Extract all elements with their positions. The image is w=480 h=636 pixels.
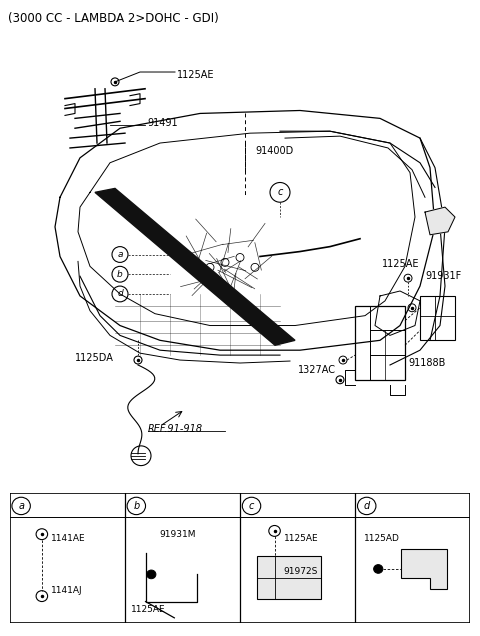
Text: c: c [277,188,283,197]
Text: 1125AD: 1125AD [364,534,400,543]
Text: b: b [117,270,123,279]
Text: c: c [249,501,254,511]
Circle shape [373,565,383,573]
Circle shape [147,570,156,579]
Text: 91931F: 91931F [425,271,461,281]
Bar [257,556,321,599]
Text: d: d [117,289,123,298]
Text: 1125AE: 1125AE [284,534,318,543]
Text: a: a [18,501,24,511]
Text: 91931M: 91931M [159,530,196,539]
Text: 91972S: 91972S [284,567,318,576]
Polygon shape [425,207,455,235]
Polygon shape [95,188,295,345]
Text: b: b [133,501,140,511]
Text: 1125AE: 1125AE [131,605,165,614]
Text: 91400D: 91400D [255,146,293,156]
Text: 1141AE: 1141AE [51,534,86,543]
Text: REF.91-918: REF.91-918 [148,424,203,434]
Text: 1125DA: 1125DA [75,353,114,363]
Text: 1327AC: 1327AC [298,365,336,375]
Text: 1141AJ: 1141AJ [51,586,83,595]
Text: d: d [363,501,370,511]
Text: 1125AE: 1125AE [382,259,420,270]
Text: 91188B: 91188B [408,358,445,368]
Text: 1125AE: 1125AE [177,70,215,80]
Text: 91491: 91491 [147,118,178,128]
Polygon shape [401,550,447,588]
Bar [355,306,405,380]
Text: (3000 CC - LAMBDA 2>DOHC - GDI): (3000 CC - LAMBDA 2>DOHC - GDI) [8,12,219,25]
Text: a: a [117,250,123,259]
Bar [420,296,455,340]
